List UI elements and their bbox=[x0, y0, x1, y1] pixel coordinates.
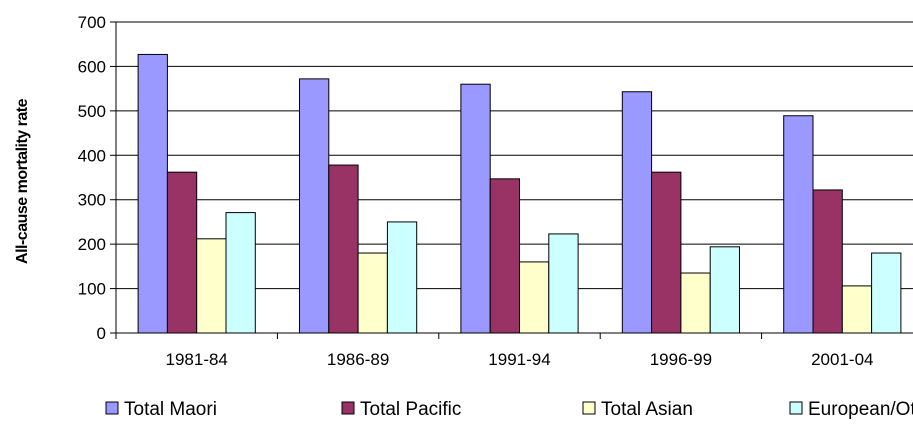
bar-total-pacific-1986-89 bbox=[328, 164, 359, 334]
y-tick-label: 100 bbox=[78, 280, 106, 299]
legend-label: Total Maori bbox=[124, 399, 217, 420]
legend-swatch bbox=[789, 401, 803, 415]
bars bbox=[137, 53, 902, 334]
bar-total-pacific-1981-84 bbox=[166, 171, 198, 334]
bar-european-other-2001-04 bbox=[871, 252, 902, 334]
bar-european-other-1981-84 bbox=[225, 212, 256, 334]
x-tick-label: 2001-04 bbox=[811, 350, 873, 369]
bar-total-asian-1991-94 bbox=[519, 261, 550, 334]
legend-item-total-maori: Total Maori bbox=[105, 399, 217, 420]
y-tick-label: 0 bbox=[97, 324, 106, 343]
legend-swatch bbox=[582, 401, 596, 415]
legend-label: European/Other bbox=[808, 399, 913, 420]
bar-total-maori-1996-99 bbox=[621, 91, 653, 334]
y-tick-label: 200 bbox=[78, 235, 106, 254]
legend-item-european-other: European/Other bbox=[789, 399, 913, 420]
bar-total-maori-1986-89 bbox=[299, 78, 330, 334]
y-tick-label: 300 bbox=[78, 191, 106, 210]
legend-item-total-pacific: Total Pacific bbox=[341, 399, 461, 420]
bar-total-pacific-2001-04 bbox=[812, 189, 843, 334]
bar-total-asian-2001-04 bbox=[841, 285, 873, 334]
bar-european-other-1996-99 bbox=[709, 246, 741, 334]
tick-labels: 0 100 200 300 400 500 600 700 1981-84 1986-89 1991… bbox=[78, 13, 874, 369]
bar-total-maori-2001-04 bbox=[783, 115, 814, 334]
legend-label: Total Asian bbox=[601, 399, 693, 420]
bar-total-asian-1986-89 bbox=[357, 252, 388, 334]
x-tick-label: 1986-89 bbox=[327, 350, 389, 369]
legend: Total Maori Total Pacific Total Asian Europ… bbox=[105, 399, 913, 420]
bar-european-other-1991-94 bbox=[548, 233, 579, 334]
bar-total-pacific-1996-99 bbox=[651, 171, 682, 334]
y-tick-label: 500 bbox=[78, 102, 106, 121]
bar-total-maori-1991-94 bbox=[460, 83, 491, 334]
bar-total-maori-1981-84 bbox=[137, 53, 168, 334]
x-tick-label: 1981-84 bbox=[166, 350, 228, 369]
x-tick-label: 1996-99 bbox=[650, 350, 712, 369]
bar-total-asian-1996-99 bbox=[680, 272, 711, 334]
bar-european-other-1986-89 bbox=[386, 221, 418, 334]
legend-swatch bbox=[341, 401, 355, 415]
axes bbox=[110, 21, 913, 339]
x-tick-label: 1991-94 bbox=[488, 350, 550, 369]
y-tick-label: 400 bbox=[78, 146, 106, 165]
y-tick-label: 700 bbox=[78, 13, 106, 32]
y-axis-title: All-cause mortality rate bbox=[14, 98, 31, 264]
y-tick-label: 600 bbox=[78, 57, 106, 76]
legend-label: Total Pacific bbox=[360, 399, 461, 420]
bar-total-pacific-1991-94 bbox=[489, 178, 521, 334]
legend-swatch bbox=[105, 401, 119, 415]
bar-total-asian-1981-84 bbox=[196, 238, 227, 334]
legend-item-total-asian: Total Asian bbox=[582, 399, 693, 420]
